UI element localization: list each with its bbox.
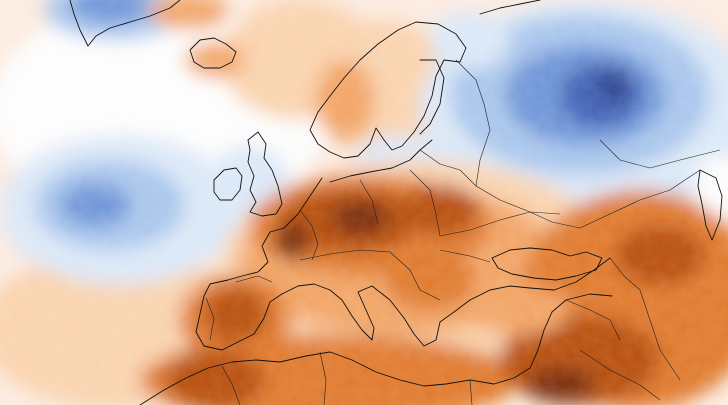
border-ukraine [439, 211, 561, 237]
border-russia-kazakhstan [599, 139, 721, 169]
border-morocco-algeria [221, 365, 241, 405]
border-saudi [579, 349, 661, 401]
finland-coast [419, 59, 445, 135]
levant-coast [529, 293, 613, 369]
great-britain-coast [247, 131, 283, 217]
border-iran-iraq [639, 289, 681, 381]
north-africa-coast [139, 351, 531, 405]
border-russia-west [475, 185, 581, 229]
border-alps [299, 249, 391, 261]
scandinavia-coast [309, 21, 467, 159]
greenland-coast [69, 0, 181, 47]
border-syria [565, 299, 621, 341]
border-balkans [389, 251, 441, 301]
border-algeria-tunisia [319, 351, 327, 405]
black-sea-coast [491, 247, 603, 281]
border-egypt-libya [469, 379, 473, 405]
border-spain-france [235, 275, 273, 283]
border-baltics [419, 149, 477, 187]
border-russia-north [455, 59, 491, 187]
border-spain-portugal [205, 297, 215, 341]
iceland-coast [189, 37, 237, 69]
border-romania [439, 249, 491, 263]
coastlines [69, 0, 723, 405]
mediterranean-north-coast [281, 257, 611, 347]
ireland-coast [213, 167, 243, 201]
country-borders [205, 59, 721, 405]
border-france-germany [299, 209, 319, 261]
arctic-coast [479, 0, 541, 15]
continent-west-coast [195, 177, 323, 351]
caspian-coast [697, 169, 723, 241]
border-germany-poland [359, 179, 379, 225]
border-kazakhstan [579, 169, 701, 229]
border-turkey-east [609, 257, 641, 291]
border-poland-east [409, 169, 441, 237]
